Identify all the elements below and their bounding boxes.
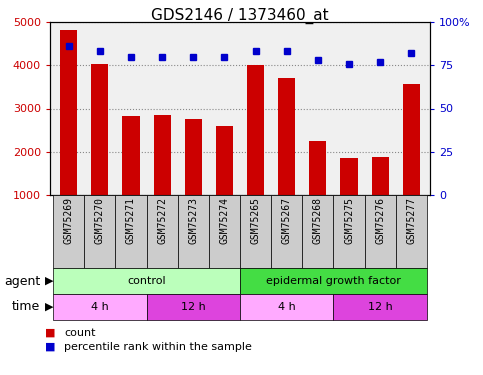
Bar [333,195,365,268]
Bar [247,65,264,195]
Bar [365,195,396,268]
Bar [91,64,108,195]
Text: GSM75272: GSM75272 [157,197,167,244]
Text: GSM75269: GSM75269 [64,197,74,244]
Text: ■: ■ [45,328,56,338]
Text: GSM75276: GSM75276 [375,197,385,244]
Text: GSM75265: GSM75265 [251,197,260,244]
Bar [53,268,240,294]
Text: percentile rank within the sample: percentile rank within the sample [65,342,252,352]
Text: ▶: ▶ [45,302,54,312]
Bar [84,195,115,268]
Bar [240,195,271,268]
Text: 12 h: 12 h [181,302,206,312]
Bar [154,116,170,195]
Bar [178,195,209,268]
Bar [396,195,427,268]
Bar [185,119,202,195]
Bar [146,294,240,320]
Text: GSM75271: GSM75271 [126,197,136,244]
Text: GSM75275: GSM75275 [344,197,354,244]
Text: control: control [127,276,166,286]
Text: GSM75270: GSM75270 [95,197,105,244]
Bar [122,116,140,195]
Text: 4 h: 4 h [278,302,296,312]
Text: GSM75267: GSM75267 [282,197,292,244]
Bar [341,158,357,195]
Text: ▶: ▶ [45,276,54,286]
Bar [302,195,333,268]
Text: 4 h: 4 h [91,302,109,312]
Text: ■: ■ [45,342,56,352]
Text: 12 h: 12 h [368,302,393,312]
Text: GDS2146 / 1373460_at: GDS2146 / 1373460_at [151,8,329,24]
Bar [403,84,420,195]
Text: time: time [12,300,41,313]
Text: count: count [65,328,96,338]
Bar [53,294,146,320]
Text: GSM75273: GSM75273 [188,197,199,244]
Text: GSM75277: GSM75277 [406,197,416,244]
Text: GSM75274: GSM75274 [219,197,229,244]
Bar [53,195,84,268]
Bar [240,268,427,294]
Bar [278,78,295,195]
Text: agent: agent [4,274,41,288]
Bar [216,126,233,195]
Bar [309,141,327,195]
Bar [333,294,427,320]
Bar [209,195,240,268]
Text: GSM75268: GSM75268 [313,197,323,244]
Bar [115,195,146,268]
Text: epidermal growth factor: epidermal growth factor [266,276,401,286]
Bar [60,30,77,195]
Bar [146,195,178,268]
Bar [371,156,389,195]
Bar [240,294,333,320]
Bar [271,195,302,268]
